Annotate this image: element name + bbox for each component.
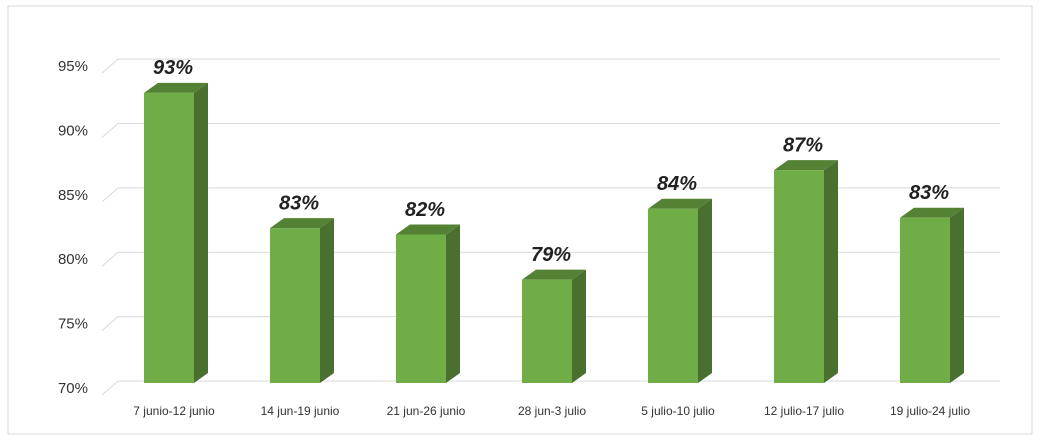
bar-side (320, 218, 334, 383)
x-tick-label: 7 junio-12 junio (133, 404, 215, 418)
x-tick-label: 14 jun-19 junio (261, 404, 340, 418)
x-tick-label: 12 julio-17 julio (764, 404, 844, 418)
bar-top (396, 224, 460, 235)
bar-front (522, 279, 572, 383)
bar-side (194, 82, 208, 383)
bar-side (698, 198, 712, 383)
bar (270, 218, 334, 383)
bar-top (270, 218, 334, 229)
bar-side (446, 224, 460, 383)
bar-side (950, 207, 964, 383)
bar (396, 224, 460, 383)
bar (900, 207, 964, 383)
bar (774, 160, 838, 383)
y-tick-label: 70% (58, 380, 88, 397)
bar (144, 82, 208, 383)
grid-line (101, 58, 1000, 74)
bar-front (648, 208, 698, 383)
bar-top (144, 82, 208, 93)
grid-line (101, 187, 1000, 203)
data-label: 83% (279, 192, 319, 214)
x-tick-label: 28 jun-3 julio (518, 404, 586, 418)
bar-front (396, 234, 446, 383)
x-tick-label: 21 jun-26 junio (387, 404, 466, 418)
bar (648, 198, 712, 383)
bar-side (572, 269, 586, 383)
y-tick-label: 85% (58, 187, 88, 204)
bar (522, 269, 586, 383)
bar-side (824, 160, 838, 383)
data-label: 93% (153, 57, 193, 79)
data-label: 87% (783, 134, 823, 156)
bar-front (774, 170, 824, 383)
grid-line (101, 123, 1000, 138)
data-label: 79% (531, 244, 571, 266)
bar-top (900, 207, 964, 218)
data-label: 83% (909, 182, 949, 204)
y-tick-label: 90% (58, 123, 88, 140)
y-tick-label: 80% (58, 251, 88, 268)
y-tick-label: 75% (58, 316, 88, 333)
x-tick-label: 19 julio-24 julio (890, 404, 970, 418)
data-label: 82% (405, 199, 445, 221)
bar-top (774, 160, 838, 171)
x-tick-label: 5 julio-10 julio (641, 404, 715, 418)
bar-front (270, 228, 320, 383)
grid-line (101, 380, 1000, 396)
data-label: 84% (657, 173, 697, 195)
bar-front (900, 217, 950, 383)
y-tick-label: 95% (58, 58, 88, 75)
bar-front (144, 92, 194, 383)
bar-top (648, 198, 712, 209)
bar-top (522, 269, 586, 280)
